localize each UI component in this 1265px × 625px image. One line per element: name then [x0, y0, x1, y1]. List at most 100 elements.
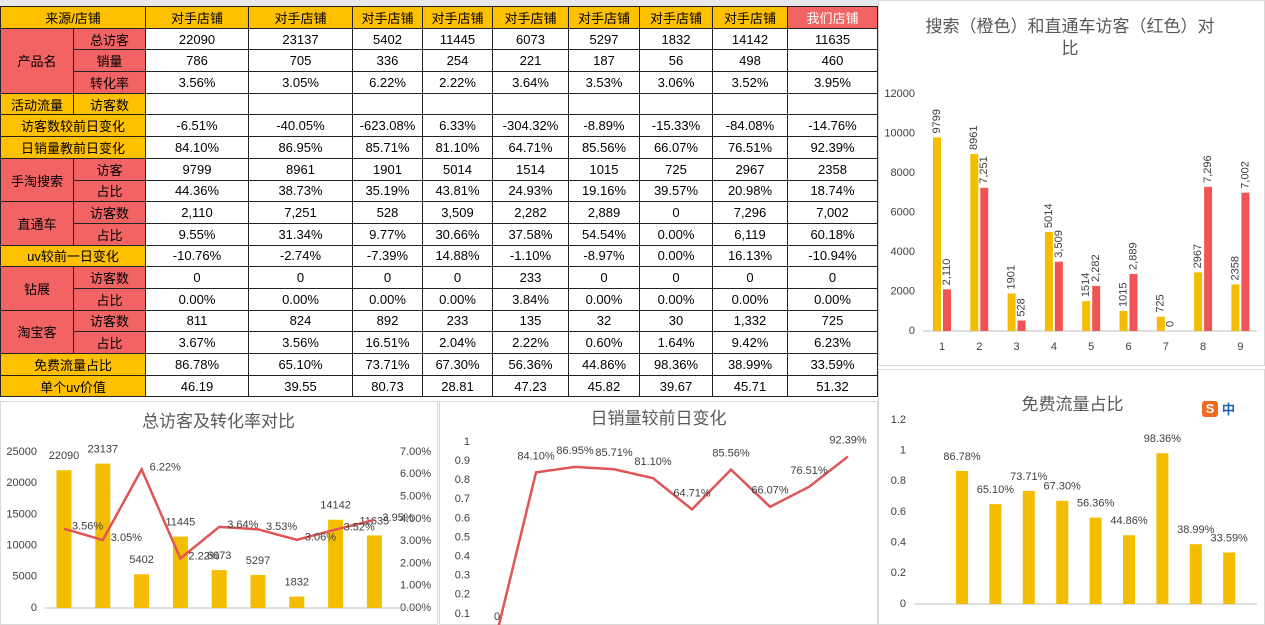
y-tick-label: 0 [909, 325, 915, 337]
bar [1044, 231, 1053, 331]
table-cell: 16.51% [352, 331, 423, 354]
y-tick-label: 8000 [891, 167, 915, 179]
table-cell: 30 [639, 309, 713, 333]
bar [56, 470, 72, 608]
table-body: 来源/店铺 对手店铺 对手店铺 对手店铺 对手店铺 对手店铺 对手店铺 对手店铺 对手店铺 我们店… [0, 6, 878, 398]
x-tick-label: 8 [1200, 341, 1206, 353]
data-label: 2358 [1229, 256, 1241, 280]
table-cell: 336 [352, 49, 423, 73]
table-cell: -6.51% [145, 114, 249, 138]
table-cell: 39.55 [248, 374, 353, 398]
data-label: 64.71% [673, 487, 711, 499]
table-cell: -14.76% [787, 114, 878, 138]
table-row: 直通车 访客数 2,110 7,251 528 3,509 2,282 2,889 0 7,296… [0, 201, 878, 246]
bar [1119, 310, 1128, 331]
y-tick-label: 20000 [6, 477, 37, 489]
table-cell: 对手店铺 [639, 6, 713, 29]
table-cell: 37.58% [492, 222, 569, 246]
table-cell: 占比 [73, 222, 146, 246]
table-cell: 14.88% [422, 244, 493, 268]
table-cell: 1,332 [712, 309, 788, 333]
ime-mode: 中 [1222, 402, 1236, 417]
ime-logo: S [1202, 400, 1218, 417]
data-label: 3.52% [344, 521, 375, 533]
chart: 0 0.2 0.4 0.6 0.8 1 1.2 86.78% 65.10%73.71%67.30… [891, 414, 1257, 610]
table-cell: 233 [492, 266, 569, 289]
table-cell: -623.08% [352, 114, 423, 138]
table-cell: -304.32% [492, 114, 569, 138]
table-cell: 3.67% [145, 331, 249, 354]
table-cell: 1901 [352, 157, 423, 181]
y-tick-label: 12000 [884, 88, 915, 100]
table-cell: 活动流量 [0, 92, 74, 116]
table-cell: 725 [639, 157, 713, 181]
bar [1194, 272, 1203, 331]
y-tick-label: 25000 [6, 446, 37, 458]
y-tick-label: 0.5 [455, 531, 470, 543]
table-cell: 3.06% [639, 71, 713, 94]
data-label: 3.64% [227, 519, 258, 531]
table-cell: 35.19% [352, 179, 423, 203]
table-cell: 0.00% [639, 244, 713, 268]
y-tick-label: 10000 [6, 540, 37, 552]
data-label: 86.78% [943, 451, 981, 463]
table-cell: 528 [352, 201, 423, 224]
table-cell: 占比 [73, 331, 146, 354]
y-tick-label: 0.2 [891, 567, 906, 579]
table-cell: 0.60% [568, 331, 640, 354]
table-cell: 对手店铺 [352, 6, 423, 29]
table-cell: 2,282 [492, 201, 569, 224]
table-cell: 对手店铺 [145, 6, 249, 29]
bar [1089, 517, 1102, 604]
table-cell: 对手店铺 [248, 6, 353, 29]
line [497, 455, 849, 625]
bar [134, 574, 150, 608]
y-tick-label: 0.6 [891, 506, 906, 518]
table-cell: 98.36% [639, 353, 713, 376]
table-row: 访客数较前日变化 -6.51% -40.05% -623.08% 6.33% -304.3… [0, 114, 878, 138]
table-cell: 254 [422, 49, 493, 73]
table-cell: 2967 [712, 157, 788, 181]
table-cell: 2.22% [422, 71, 493, 94]
data-label: 1901 [1006, 265, 1018, 289]
table-row: uv较前一日变化 -10.76% -2.74% -7.39% 14.88% -1.10% -… [0, 244, 878, 268]
data-label: 5402 [129, 554, 153, 566]
data-label: 86.95% [556, 445, 594, 457]
bar [1241, 192, 1250, 331]
data-label: 14142 [320, 500, 351, 512]
table-cell: -10.94% [787, 244, 878, 268]
table-cell: -7.39% [352, 244, 423, 268]
bar [1156, 316, 1165, 331]
table-cell: 22090 [145, 27, 249, 51]
bar [1056, 500, 1069, 604]
data-label: 44.86% [1110, 515, 1148, 527]
table-cell: 33.59% [787, 353, 878, 376]
table-row: 单个uv价值 46.19 39.55 80.73 28.81 47.23 45.82 39.6… [0, 374, 878, 398]
table-cell: 14142 [712, 27, 788, 51]
table-cell: 单个uv价值 [0, 374, 146, 398]
table-cell: 0 [787, 266, 878, 289]
column-header-strip [0, 0, 1265, 6]
table-cell: 占比 [73, 287, 146, 311]
table-cell: 64.71% [492, 136, 569, 159]
table-row: 手淘搜索 访客 9799 8961 1901 5014 1514 1015 725 2967 235… [0, 157, 878, 203]
data-label: 2,889 [1127, 242, 1139, 270]
data-label: 3.56% [72, 521, 103, 533]
data-label: 6.22% [150, 461, 181, 473]
y-tick-label: 5000 [13, 571, 37, 583]
table-cell: 8961 [248, 157, 353, 181]
data-label: 8961 [968, 126, 980, 150]
table-cell: 7,002 [787, 201, 878, 224]
x-tick-label: 1 [939, 341, 945, 353]
x-tick-label: 5 [1088, 341, 1094, 353]
chart-title: 免费流量占比 [1021, 395, 1124, 414]
table-cell: 20.98% [712, 179, 788, 203]
data-label: 725 [1155, 294, 1167, 312]
table-cell: 对手店铺 [712, 6, 788, 29]
chart-title: 日销量较前日变化 [590, 409, 727, 428]
table-cell: 3.95% [787, 71, 878, 94]
table-row: 钻展 访客数 0 0 0 0 233 0 0 0 0 [0, 266, 878, 311]
table-cell: 5402 [352, 27, 423, 51]
table-cell: 总访客 [73, 27, 146, 51]
table-cell: 0 [145, 266, 249, 289]
